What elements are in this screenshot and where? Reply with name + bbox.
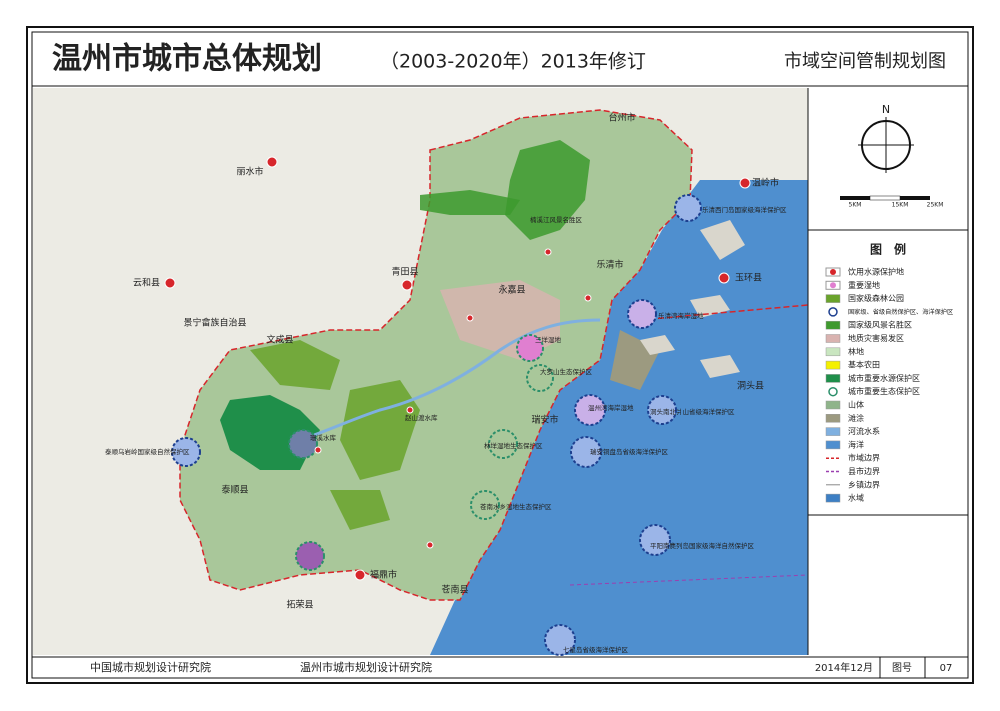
footer-date: 2014年12月 — [815, 661, 873, 674]
footer-drawing-no: 07 — [940, 663, 953, 674]
legend-label: 河流水系 — [848, 426, 880, 436]
scale-label: 25KM — [927, 202, 944, 209]
area-label: 苍南水乡湿地生态保护区 — [480, 502, 552, 511]
legend-symbol — [830, 282, 836, 289]
legend-label: 国家级风景名胜区 — [848, 320, 912, 330]
area-label: 洞头南北爿山省级海洋保护区 — [650, 407, 735, 416]
map-label: 文成县 — [266, 334, 293, 346]
legend-symbol — [825, 440, 841, 450]
legend-label: 林地 — [848, 346, 864, 356]
legend-label: 地质灾害易发区 — [848, 333, 904, 343]
subtitle: （2003-2020年）2013年修订 — [380, 51, 646, 73]
legend-symbol — [825, 294, 841, 303]
map-label: 乐清市 — [596, 259, 623, 271]
legend-symbol — [825, 374, 841, 383]
area-label: 乐清西门岛国家级海洋保护区 — [702, 205, 787, 214]
map-label: 台州市 — [608, 112, 635, 124]
map-label: 景宁畲族自治县 — [183, 317, 246, 329]
legend-label: 山体 — [848, 400, 864, 410]
area-label: 七星岛省级海洋保护区 — [563, 645, 629, 654]
area-label: 三垟湿地 — [535, 335, 562, 344]
legend-label: 国家级、省级自然保护区、海洋保护区 — [848, 308, 953, 316]
area-label: 温州湾海岸湿地 — [588, 403, 634, 412]
map-label: 瑞安市 — [531, 414, 558, 426]
legend-symbol — [825, 320, 841, 330]
legend-symbol — [825, 334, 841, 343]
area-label: 赵山渡水库 — [405, 413, 438, 422]
legend-symbol — [828, 307, 838, 317]
area-label: 楠溪江风景名胜区 — [530, 215, 583, 224]
legend-symbol — [830, 269, 836, 275]
footer-org: 中国城市规划设计研究院 — [90, 660, 211, 674]
legend-symbol — [825, 414, 841, 423]
legend-label: 城市重要水源保护区 — [848, 373, 920, 383]
map-label: 云和县 — [133, 278, 160, 289]
map-label: 丽水市 — [236, 166, 263, 178]
legend-label: 海洋 — [848, 439, 864, 449]
scale-label: 15KM — [892, 202, 909, 209]
title: 温州市城市总体规划 — [52, 42, 322, 77]
map-label: 温岭市 — [752, 177, 779, 189]
legend-label: 县市边界 — [848, 466, 880, 476]
map-label: 苍南县 — [441, 584, 468, 596]
map-label: 玉环县 — [735, 273, 762, 284]
map-label: 青田县 — [391, 266, 418, 278]
legend-symbol — [825, 493, 841, 503]
footer-drawing-no-label: 图号 — [892, 662, 912, 674]
map-label: 永嘉县 — [498, 284, 525, 296]
footer-org: 温州市城市规划设计研究院 — [300, 660, 432, 674]
area-label: 林垟湿地生态保护区 — [484, 441, 543, 450]
map-label: 拓荣县 — [286, 599, 313, 611]
legend-symbol — [828, 386, 838, 397]
legend-label: 水域 — [848, 493, 864, 503]
legend-label: 城市重要生态保护区 — [848, 386, 920, 396]
legend-label: 滩涂 — [848, 413, 864, 423]
legend-symbol — [825, 360, 841, 370]
legend-label: 市域边界 — [848, 453, 880, 463]
area-label: 大罗山生态保护区 — [540, 367, 593, 376]
north-label: N — [882, 103, 890, 116]
legend: 饮用水源保护地重要湿地国家级森林公园国家级、省级自然保护区、海洋保护区国家级风景… — [825, 267, 953, 503]
map: 丽水市 云和县 景宁畲族自治县 青田县 台州市 温岭市 玉环县 洞头县 瑞安市 … — [33, 88, 809, 656]
legend-label: 乡镇边界 — [848, 479, 880, 489]
map-label: 泰顺县 — [221, 484, 248, 496]
legend-label: 基本农田 — [848, 360, 880, 370]
area-label: 瑞安铜盘岛省级海洋保护区 — [590, 447, 669, 456]
legend-label: 重要湿地 — [848, 280, 880, 290]
legend-symbol — [825, 427, 841, 436]
legend-label: 饮用水源保护地 — [848, 267, 904, 277]
legend-title: 图 例 — [870, 242, 906, 257]
map-label: 福鼎市 — [370, 569, 397, 581]
map-name: 市域空间管制规划图 — [784, 51, 946, 72]
legend-label: 国家级森林公园 — [848, 293, 904, 303]
area-label: 泰顺乌岩岭国家级自然保护区 — [105, 447, 190, 456]
legend-symbol — [825, 400, 841, 410]
area-label: 乐清湾海岸湿地 — [658, 311, 704, 320]
scale-label: 5KM — [849, 202, 862, 209]
legend-symbol — [825, 347, 841, 357]
area-label: 珊溪水库 — [310, 433, 337, 442]
map-label: 洞头县 — [737, 381, 764, 392]
compass: N 5KM 15KM 25KM — [840, 103, 943, 209]
area-label: 平阳南麂列岛国家级海洋自然保护区 — [650, 541, 755, 550]
